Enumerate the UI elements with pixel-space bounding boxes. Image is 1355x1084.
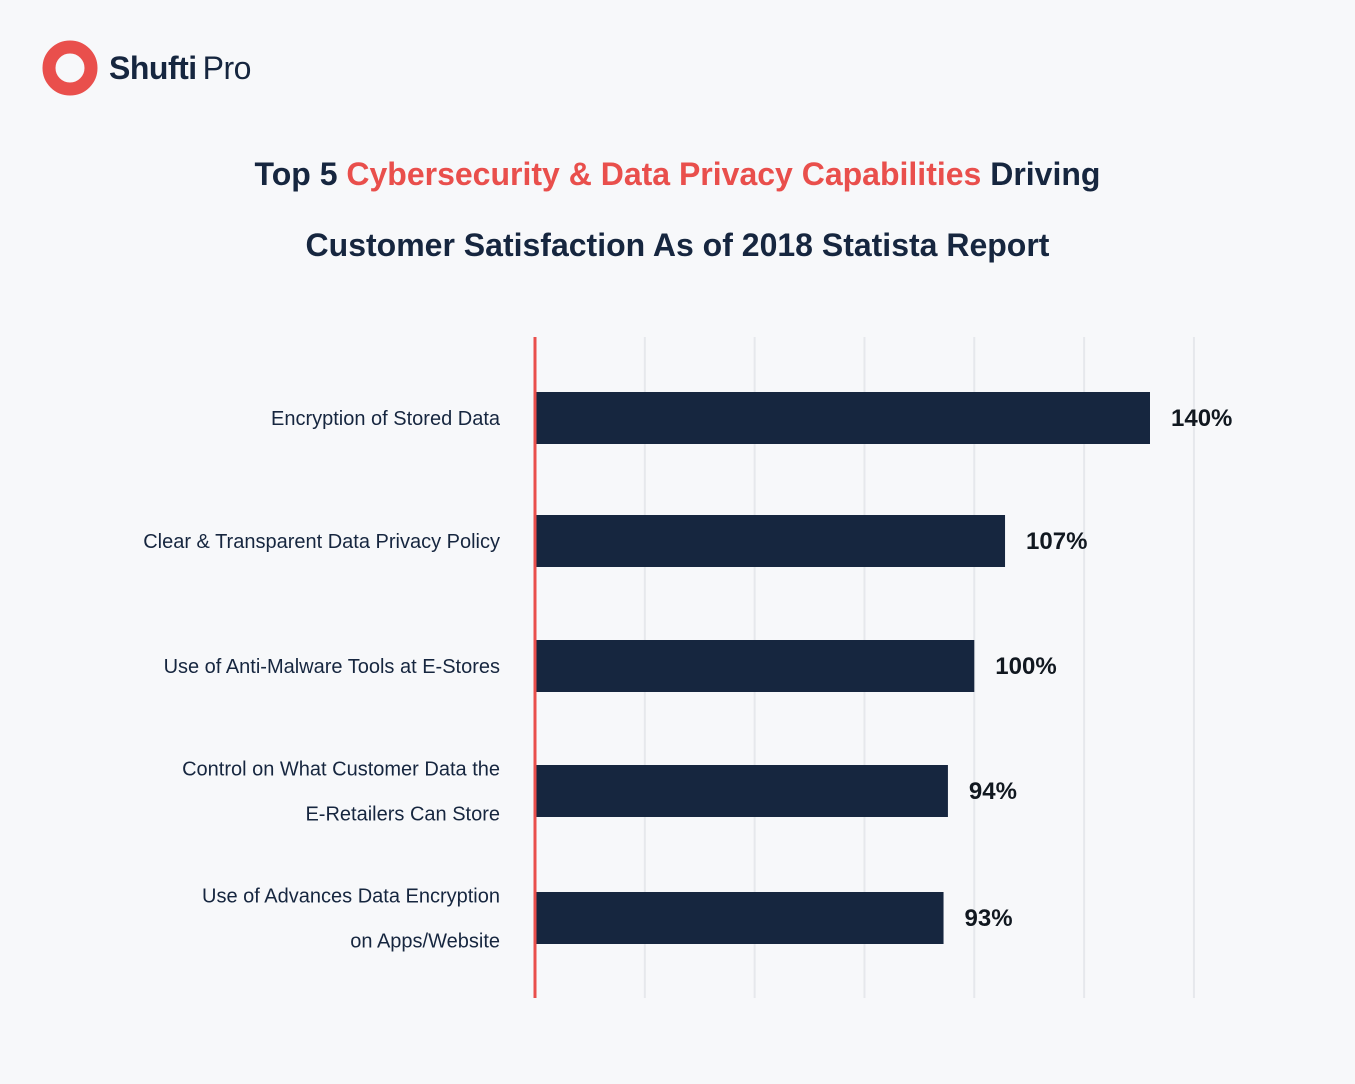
data-label: 93%: [965, 905, 1013, 932]
chart-title-line1: Top 5 Cybersecurity & Data Privacy Capab…: [0, 156, 1355, 193]
bar: [535, 892, 944, 944]
category-label: Use of Advances Data Encryption: [202, 886, 500, 908]
data-label: 100%: [995, 653, 1056, 680]
data-label: 140%: [1171, 405, 1232, 432]
title-prefix: Top 5: [254, 156, 347, 192]
title-suffix: Driving: [981, 156, 1101, 192]
category-label: Encryption of Stored Data: [271, 408, 501, 430]
category-label: Control on What Customer Data the: [182, 759, 500, 781]
chart-title-line2: Customer Satisfaction As of 2018 Statist…: [305, 227, 1050, 263]
bar: [535, 515, 1006, 567]
bar: [535, 392, 1150, 444]
brand-name-light: Pro: [202, 49, 252, 86]
title-highlight: Cybersecurity & Data Privacy Capabilitie…: [346, 156, 982, 192]
brand-name-bold: Shufti: [109, 49, 197, 86]
brand-name: Shufti Pro: [109, 50, 251, 87]
category-label: Clear & Transparent Data Privacy Policy: [143, 531, 500, 553]
brand-ring-icon: [42, 40, 98, 96]
category-label: Use of Anti-Malware Tools at E-Stores: [164, 656, 500, 678]
category-label: E-Retailers Can Store: [305, 804, 500, 826]
data-label: 107%: [1026, 528, 1087, 555]
brand-logo: Shufti Pro: [41, 39, 251, 97]
bar: [535, 640, 975, 692]
bar: [535, 765, 948, 817]
category-label: on Apps/Website: [350, 931, 500, 953]
data-label: 94%: [969, 778, 1017, 805]
